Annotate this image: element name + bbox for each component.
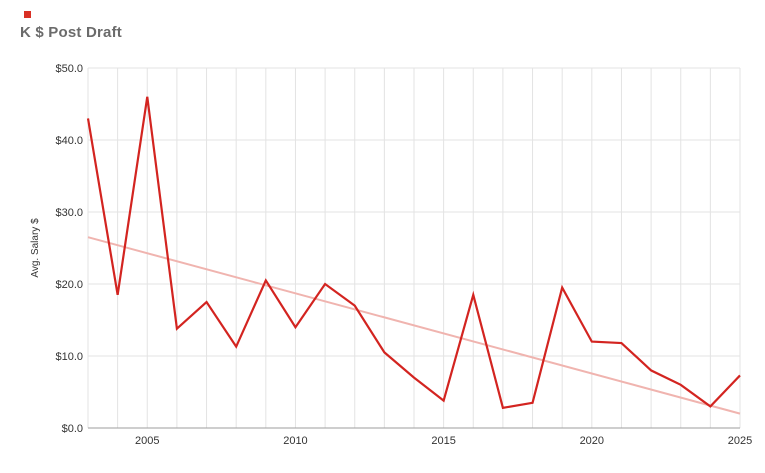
trendline [87, 236, 741, 415]
x-tick-label: 2020 [580, 435, 604, 447]
y-tick-label: $30.0 [55, 207, 83, 219]
x-tick-label: 2005 [135, 435, 159, 447]
series-legend-marker [24, 11, 31, 18]
y-tick-label: $40.0 [55, 135, 83, 147]
y-tick-label: $0.0 [62, 423, 83, 435]
y-tick-label: $20.0 [55, 279, 83, 291]
y-tick-label: $10.0 [55, 351, 83, 363]
x-tick-label: 2010 [283, 435, 307, 447]
x-tick-label: 2025 [728, 435, 752, 447]
y-tick-label: $50.0 [55, 63, 83, 75]
y-axis-title: Avg. Salary $ [30, 218, 41, 278]
chart-title: K $ Post Draft [20, 24, 122, 41]
series-line [86, 96, 741, 410]
x-tick-label: 2015 [431, 435, 455, 447]
